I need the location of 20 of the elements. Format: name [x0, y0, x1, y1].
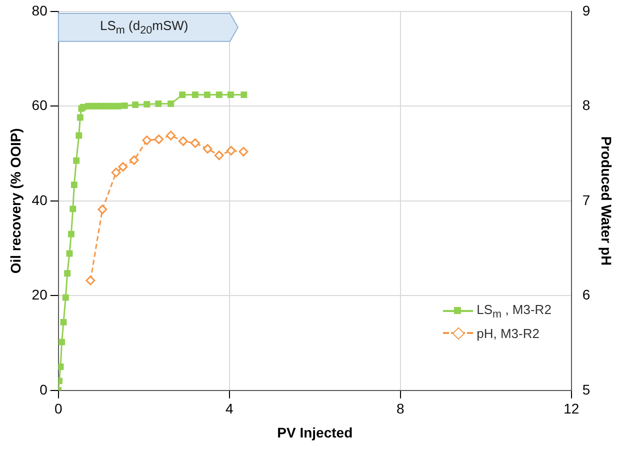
x-tick-label: 4 — [225, 400, 234, 417]
x-tick-label: 0 — [54, 400, 62, 417]
y2-axis-title: Produced Water pH — [598, 136, 615, 266]
y-tick-label: 20 — [32, 286, 48, 303]
y-axis-title: Oil recovery (% OOIP) — [7, 128, 24, 274]
legend-label: pH, M3-R2 — [476, 326, 540, 341]
y2-tick-label: 8 — [582, 97, 590, 114]
y2-tick-label: 5 — [582, 381, 590, 398]
y2-tick-label: 6 — [582, 286, 590, 303]
y-tick-label: 80 — [32, 2, 48, 18]
x-tick-label: 8 — [396, 400, 404, 417]
x-tick-label: 12 — [564, 400, 580, 417]
y2-tick-label: 9 — [582, 2, 590, 18]
y-tick-label: 40 — [32, 192, 48, 208]
legend-label: LS$_{m}$ , M3-R2 — [476, 302, 552, 321]
x-axis-title: PV Injected — [277, 424, 353, 440]
y2-tick-label: 7 — [582, 192, 590, 208]
y-tick-label: 60 — [32, 97, 48, 114]
y-tick-label: 0 — [40, 381, 48, 398]
band-label: LS$_{m}$ (d$_{20}$mSW) — [100, 18, 188, 37]
